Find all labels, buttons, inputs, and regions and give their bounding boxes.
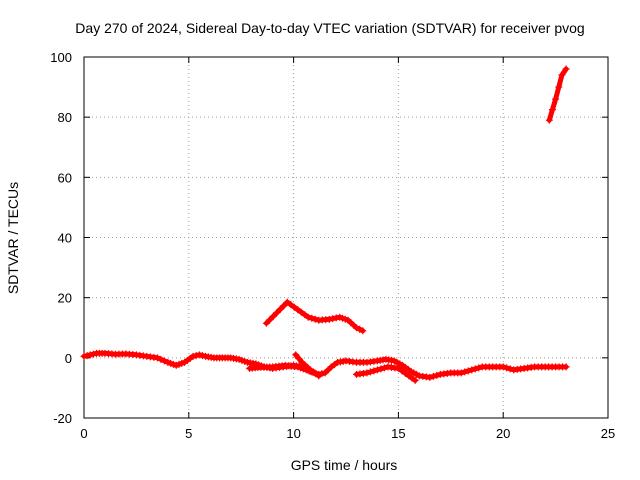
data-point	[433, 371, 441, 379]
y-tick-label: 40	[58, 231, 72, 246]
data-point	[429, 372, 437, 380]
data-point	[552, 95, 560, 103]
data-point	[273, 309, 281, 317]
data-point	[377, 365, 385, 373]
data-point	[380, 364, 388, 372]
data-point	[280, 302, 288, 310]
data-point	[545, 116, 553, 124]
data-point	[464, 367, 472, 375]
data-point	[555, 83, 563, 91]
data-point	[311, 315, 319, 323]
y-tick-label: 60	[58, 170, 72, 185]
series-middle-bump	[262, 298, 367, 335]
data-point	[499, 363, 507, 371]
data-point	[157, 355, 165, 363]
data-point	[192, 352, 200, 360]
data-point	[366, 368, 374, 376]
data-series-group	[80, 65, 570, 384]
data-point	[276, 305, 284, 313]
data-point	[506, 365, 514, 373]
data-point	[189, 352, 197, 360]
series-lower-branch	[292, 351, 323, 380]
data-point	[562, 363, 570, 371]
y-tick-label: 80	[58, 110, 72, 125]
data-point	[321, 369, 329, 377]
data-point	[329, 315, 337, 323]
data-point	[332, 314, 340, 322]
data-point	[475, 364, 483, 372]
data-point	[160, 357, 168, 365]
y-tick-label: 20	[58, 291, 72, 306]
data-point	[503, 364, 511, 372]
series-late-lower-branch	[352, 363, 419, 384]
series-upper-ramp	[545, 65, 570, 124]
data-point	[80, 352, 88, 360]
data-point	[471, 365, 479, 373]
data-point	[86, 351, 94, 359]
data-point	[363, 369, 371, 377]
data-point	[461, 368, 469, 376]
data-point	[468, 366, 476, 374]
data-point	[457, 369, 465, 377]
data-point	[548, 106, 556, 114]
x-axis-label: GPS time / hours	[291, 457, 398, 473]
data-point	[325, 315, 333, 323]
x-tick-label: 15	[391, 426, 405, 441]
x-tick-label: 20	[496, 426, 510, 441]
data-point	[89, 350, 97, 358]
data-point	[356, 325, 364, 333]
data-point	[359, 327, 367, 335]
data-point	[195, 351, 203, 359]
data-point	[153, 354, 161, 362]
data-point	[370, 367, 378, 375]
grid-lines	[84, 57, 608, 418]
data-point	[295, 355, 303, 363]
x-tick-label: 25	[601, 426, 615, 441]
x-tick-label: 5	[185, 426, 192, 441]
data-point	[83, 352, 91, 360]
data-point	[373, 366, 381, 374]
data-point	[198, 352, 206, 360]
y-tick-label: 100	[50, 50, 72, 65]
data-point	[562, 65, 570, 73]
axis-ticks: 0 5 10 15 20 25 -20 0 20 40 60 80 100	[50, 50, 615, 441]
data-point	[352, 324, 360, 332]
data-point	[315, 372, 323, 380]
data-point	[292, 351, 300, 359]
chart-title: Day 270 of 2024, Sidereal Day-to-day VTE…	[75, 20, 584, 36]
data-point	[269, 312, 277, 320]
data-point	[324, 366, 332, 374]
y-tick-label: -20	[53, 411, 72, 426]
series-main-track	[80, 349, 570, 381]
series-band	[546, 66, 569, 123]
data-point	[304, 313, 312, 321]
data-point	[558, 71, 566, 79]
y-axis-label: SDTVAR / TECUs	[5, 182, 21, 294]
y-tick-label: 0	[65, 351, 72, 366]
data-point	[308, 314, 316, 322]
data-point	[262, 319, 270, 327]
data-point	[426, 373, 434, 381]
data-point	[266, 316, 274, 324]
x-tick-label: 10	[286, 426, 300, 441]
x-tick-label: 0	[80, 426, 87, 441]
data-point	[411, 376, 419, 384]
